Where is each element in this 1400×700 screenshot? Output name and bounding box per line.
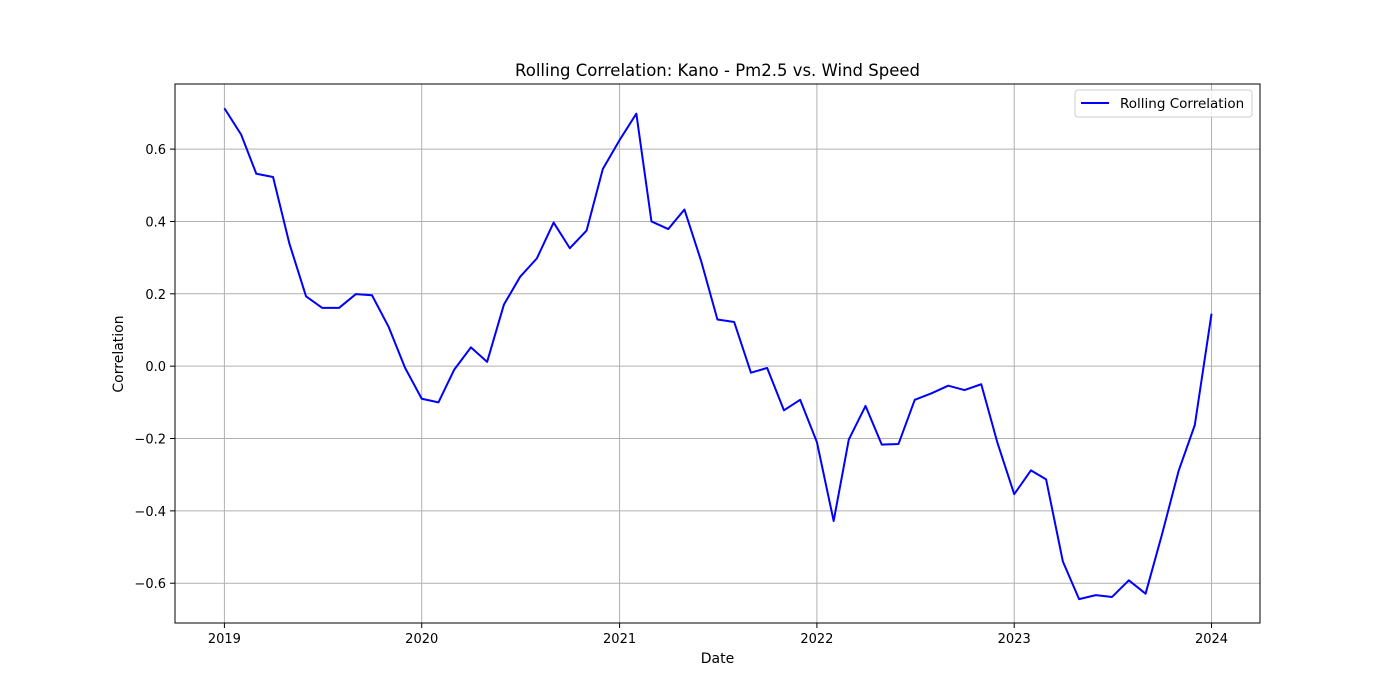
- y-axis-label: Correlation: [111, 315, 127, 392]
- y-tick-label: −0.6: [134, 577, 166, 592]
- legend-label: Rolling Correlation: [1120, 96, 1244, 112]
- y-tick-label: 0.6: [145, 143, 166, 158]
- plot-area-frame: [174, 83, 1261, 624]
- x-tick-label: 2019: [208, 632, 241, 647]
- y-tick-label: 0.0: [145, 360, 166, 375]
- x-tick-label: 2023: [998, 632, 1031, 647]
- chart-title: Rolling Correlation: Kano - Pm2.5 vs. Wi…: [515, 61, 920, 80]
- x-axis: 2019 2020 2021 2022 2023 2024: [208, 623, 1228, 647]
- y-tick-label: 0.2: [145, 288, 166, 303]
- x-tick-label: 2020: [405, 632, 438, 647]
- y-tick-label: −0.2: [134, 433, 166, 448]
- x-tick-label: 2024: [1195, 632, 1228, 647]
- x-tick-label: 2021: [603, 632, 636, 647]
- y-tick-label: −0.4: [134, 505, 166, 520]
- x-axis-label: Date: [701, 651, 734, 667]
- y-axis: 0.6 0.4 0.2 0.0 −0.2 −0.4 −0.6: [134, 143, 175, 592]
- x-tick-label: 2022: [800, 632, 833, 647]
- series-layer: [223, 107, 1213, 601]
- y-tick-label: 0.4: [145, 215, 166, 230]
- legend: Rolling Correlation: [1074, 89, 1253, 118]
- legend-box: [1074, 89, 1253, 118]
- series-line: [223, 107, 1213, 601]
